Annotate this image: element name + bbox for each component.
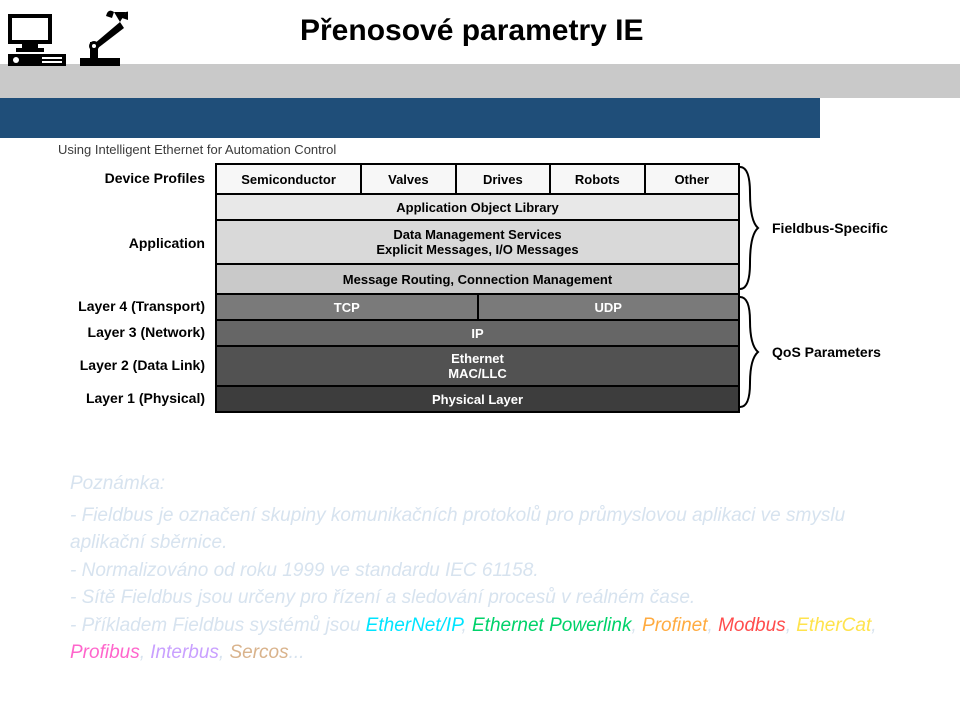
row-transport: TCP UDP <box>216 294 739 320</box>
link-interbus: Interbus <box>150 642 219 663</box>
link-powerlink: Ethernet Powerlink <box>472 615 631 636</box>
diagram-body: Device Profiles Application Layer 4 (Tra… <box>50 163 910 413</box>
rlabel-qos: QoS Parameters <box>740 293 910 411</box>
pc-robot-icon <box>8 8 128 68</box>
note-line-3-text: Sítě Fieldbus jsou určeny pro řízení a s… <box>82 587 696 608</box>
note-line-4: Příkladem Fieldbus systémů jsou EtherNet… <box>70 612 900 667</box>
diagram-caption: Using Intelligent Ethernet for Automatio… <box>50 138 910 163</box>
link-modbus: Modbus <box>718 615 786 636</box>
label-l3: Layer 3 (Network) <box>50 319 215 345</box>
dp-valves: Valves <box>361 164 455 194</box>
cell-udp: UDP <box>478 294 740 320</box>
page-title: Přenosové parametry IE <box>300 14 644 48</box>
row-device-profiles: Semiconductor Valves Drives Robots Other <box>216 164 739 194</box>
note-line-4-pre: Příkladem Fieldbus systémů jsou <box>82 615 366 636</box>
note-trail: ... <box>289 642 305 663</box>
footnote-heading: Poznámka: <box>70 470 900 498</box>
rlabel-fieldbus: Fieldbus-Specific <box>740 163 910 293</box>
brace-top-icon <box>738 163 760 293</box>
label-application: Application <box>50 193 215 293</box>
slide: Přenosové parametry IE Using Intelligent… <box>0 0 960 716</box>
row-aol: Application Object Library <box>216 194 739 220</box>
note-line-1-text: Fieldbus je označení skupiny komunikační… <box>70 505 845 554</box>
link-profibus: Profibus <box>70 642 140 663</box>
gray-band <box>0 64 960 98</box>
cell-ethernet: Ethernet MAC/LLC <box>216 346 739 386</box>
link-sercos: Sercos <box>229 642 288 663</box>
rlabel-fieldbus-text: Fieldbus-Specific <box>750 220 888 236</box>
cell-tcp: TCP <box>216 294 478 320</box>
link-ethercat: EtherCat <box>796 615 871 636</box>
logo-area <box>8 8 128 68</box>
dp-robots: Robots <box>550 164 644 194</box>
cell-routing: Message Routing, Connection Management <box>216 264 739 294</box>
cell-ip: IP <box>216 320 739 346</box>
label-l1: Layer 1 (Physical) <box>50 385 215 411</box>
stack: Semiconductor Valves Drives Robots Other… <box>215 163 740 413</box>
dp-other: Other <box>645 164 739 194</box>
row-routing: Message Routing, Connection Management <box>216 264 739 294</box>
note-line-1: Fieldbus je označení skupiny komunikační… <box>70 502 900 557</box>
note-line-2-text: Normalizováno od roku 1999 ve standardu … <box>82 560 539 581</box>
footnote: Poznámka: Fieldbus je označení skupiny k… <box>70 470 900 667</box>
row-datalink: Ethernet MAC/LLC <box>216 346 739 386</box>
note-line-3: Sítě Fieldbus jsou určeny pro řízení a s… <box>70 584 900 612</box>
label-l2: Layer 2 (Data Link) <box>50 345 215 385</box>
label-device-profiles: Device Profiles <box>50 163 215 193</box>
protocol-stack-diagram: Using Intelligent Ethernet for Automatio… <box>50 138 910 413</box>
cell-aol: Application Object Library <box>216 194 739 220</box>
brace-bottom-icon <box>738 293 760 411</box>
cell-physical: Physical Layer <box>216 386 739 412</box>
cell-dms: Data Management Services Explicit Messag… <box>216 220 739 264</box>
row-physical: Physical Layer <box>216 386 739 412</box>
dp-semiconductor: Semiconductor <box>216 164 361 194</box>
rlabel-qos-text: QoS Parameters <box>750 344 881 360</box>
left-labels: Device Profiles Application Layer 4 (Tra… <box>50 163 215 413</box>
link-profinet: Profinet <box>642 615 707 636</box>
note-line-2: Normalizováno od roku 1999 ve standardu … <box>70 557 900 585</box>
dp-drives: Drives <box>456 164 550 194</box>
label-l4: Layer 4 (Transport) <box>50 293 215 319</box>
right-labels: Fieldbus-Specific QoS Parameters <box>740 163 910 413</box>
blue-band-top <box>0 98 820 140</box>
link-ethernetip: EtherNet/IP <box>366 615 462 636</box>
row-network: IP <box>216 320 739 346</box>
row-dms: Data Management Services Explicit Messag… <box>216 220 739 264</box>
